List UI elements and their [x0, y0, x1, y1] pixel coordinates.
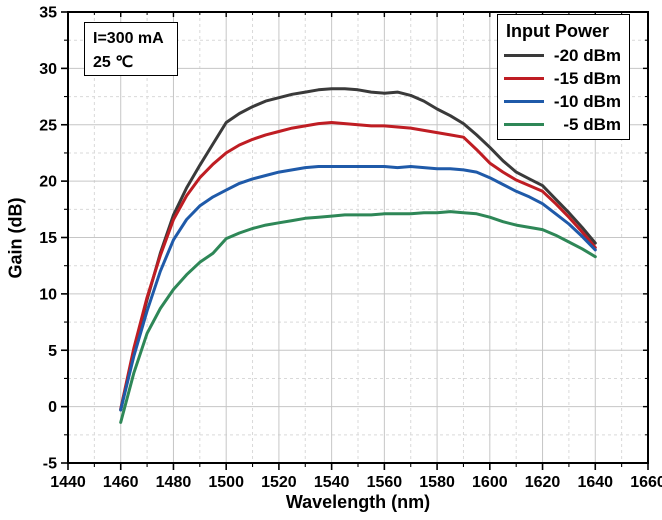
y-tick-label: -5 — [43, 456, 57, 473]
legend-item: -5 dBm — [504, 113, 621, 136]
y-tick-label: 25 — [39, 117, 57, 134]
legend-line-swatch — [504, 54, 544, 57]
legend-title: Input Power — [506, 21, 609, 41]
y-tick-label: 20 — [39, 174, 57, 191]
x-tick-label: 1560 — [367, 474, 403, 491]
x-tick-label: 1660 — [630, 474, 662, 491]
legend-line-swatch — [504, 77, 544, 80]
legend-item-label: -5 dBm — [563, 114, 621, 134]
legend-item-label: -20 dBm — [553, 45, 621, 65]
y-tick-label: 10 — [39, 286, 57, 303]
x-tick-label: 1520 — [261, 474, 297, 491]
annotation-temperature-text: 25 ℃ — [93, 54, 134, 71]
x-tick-label: 1460 — [103, 474, 139, 491]
series-line--5-dbm — [119, 210, 597, 424]
legend-line-swatch — [504, 100, 544, 103]
x-tick-label: 1640 — [577, 474, 613, 491]
x-tick-label: 1540 — [314, 474, 350, 491]
x-tick-label: 1620 — [525, 474, 561, 491]
y-tick-label: 15 — [39, 230, 57, 247]
x-tick-label: 1600 — [472, 474, 508, 491]
y-tick-label: 30 — [39, 61, 57, 78]
y-tick-label: 0 — [48, 399, 57, 416]
y-tick-label: 5 — [48, 343, 57, 360]
x-axis-title: Wavelength (nm) — [285, 492, 431, 512]
x-tick-label: 1500 — [208, 474, 244, 491]
x-tick-label: 1480 — [156, 474, 192, 491]
series-line--20-dbm — [119, 87, 597, 412]
annotation-current-text: I=300 mA — [93, 30, 164, 47]
legend-item: -20 dBm — [504, 44, 621, 67]
y-tick-label: 35 — [39, 5, 57, 22]
x-tick-label: 1580 — [419, 474, 455, 491]
y-axis-title: Gain (dB) — [5, 197, 26, 279]
legend-item: -15 dBm — [504, 67, 621, 90]
series-line--10-dbm — [119, 165, 597, 412]
legend-item-label: -10 dBm — [553, 91, 621, 111]
series-line--15-dbm — [119, 121, 597, 411]
legend-line-swatch — [504, 123, 544, 126]
x-tick-label: 1440 — [50, 474, 86, 491]
legend-item-label: -15 dBm — [553, 68, 621, 88]
legend: Input Power -20 dBm -15 dBm -10 dBm -5 dBm — [497, 14, 630, 140]
legend-item: -10 dBm — [504, 90, 621, 113]
annotation-box: I=300 mA 25 ℃ — [84, 22, 178, 76]
